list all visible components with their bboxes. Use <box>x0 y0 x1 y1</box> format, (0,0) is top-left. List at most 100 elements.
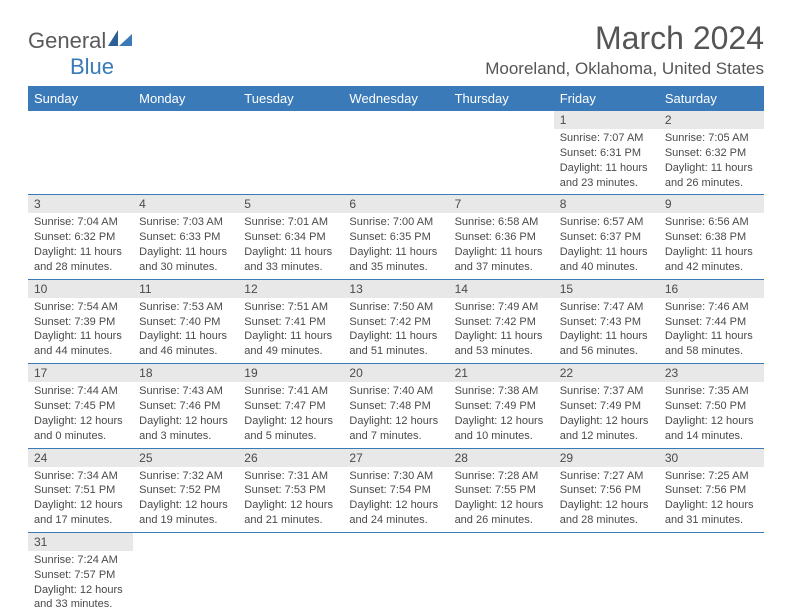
sunrise-text: Sunrise: 7:01 AM <box>244 215 337 230</box>
location-subtitle: Mooreland, Oklahoma, United States <box>485 59 764 79</box>
weekday-header: Thursday <box>449 86 554 111</box>
calendar-day-cell: 8Sunrise: 6:57 AMSunset: 6:37 PMDaylight… <box>554 195 659 279</box>
day-details: Sunrise: 7:40 AMSunset: 7:48 PMDaylight:… <box>343 382 448 447</box>
calendar-week-row: 17Sunrise: 7:44 AMSunset: 7:45 PMDayligh… <box>28 364 764 448</box>
day-number: 5 <box>238 195 343 213</box>
sunrise-text: Sunrise: 7:46 AM <box>665 300 758 315</box>
calendar-week-row: 10Sunrise: 7:54 AMSunset: 7:39 PMDayligh… <box>28 279 764 363</box>
title-block: March 2024 Mooreland, Oklahoma, United S… <box>485 20 764 79</box>
calendar-day-cell: 25Sunrise: 7:32 AMSunset: 7:52 PMDayligh… <box>133 448 238 532</box>
day-number: 2 <box>659 111 764 129</box>
sunrise-text: Sunrise: 7:34 AM <box>34 469 127 484</box>
day-details: Sunrise: 7:34 AMSunset: 7:51 PMDaylight:… <box>28 467 133 532</box>
daylight-text: Daylight: 12 hours and 5 minutes. <box>244 414 337 444</box>
sunrise-text: Sunrise: 7:50 AM <box>349 300 442 315</box>
sunset-text: Sunset: 6:35 PM <box>349 230 442 245</box>
day-details: Sunrise: 7:49 AMSunset: 7:42 PMDaylight:… <box>449 298 554 363</box>
day-details: Sunrise: 7:03 AMSunset: 6:33 PMDaylight:… <box>133 213 238 278</box>
day-number: 27 <box>343 449 448 467</box>
daylight-text: Daylight: 11 hours and 42 minutes. <box>665 245 758 275</box>
logo-sub: Blue <box>70 54 114 79</box>
sunrise-text: Sunrise: 7:00 AM <box>349 215 442 230</box>
calendar-day-cell: 17Sunrise: 7:44 AMSunset: 7:45 PMDayligh… <box>28 364 133 448</box>
day-details: Sunrise: 7:53 AMSunset: 7:40 PMDaylight:… <box>133 298 238 363</box>
day-number: 1 <box>554 111 659 129</box>
day-details: Sunrise: 6:56 AMSunset: 6:38 PMDaylight:… <box>659 213 764 278</box>
calendar-day-cell: 28Sunrise: 7:28 AMSunset: 7:55 PMDayligh… <box>449 448 554 532</box>
sunrise-text: Sunrise: 6:56 AM <box>665 215 758 230</box>
calendar-day-cell: 30Sunrise: 7:25 AMSunset: 7:56 PMDayligh… <box>659 448 764 532</box>
day-details: Sunrise: 6:57 AMSunset: 6:37 PMDaylight:… <box>554 213 659 278</box>
sunset-text: Sunset: 7:54 PM <box>349 483 442 498</box>
calendar-day-cell: 15Sunrise: 7:47 AMSunset: 7:43 PMDayligh… <box>554 279 659 363</box>
day-details: Sunrise: 7:28 AMSunset: 7:55 PMDaylight:… <box>449 467 554 532</box>
day-number: 31 <box>28 533 133 551</box>
calendar-empty-cell <box>28 111 133 195</box>
day-number: 15 <box>554 280 659 298</box>
sunset-text: Sunset: 7:57 PM <box>34 568 127 583</box>
daylight-text: Daylight: 11 hours and 58 minutes. <box>665 329 758 359</box>
day-number: 6 <box>343 195 448 213</box>
day-number: 29 <box>554 449 659 467</box>
sunset-text: Sunset: 6:33 PM <box>139 230 232 245</box>
calendar-week-row: 24Sunrise: 7:34 AMSunset: 7:51 PMDayligh… <box>28 448 764 532</box>
calendar-day-cell: 29Sunrise: 7:27 AMSunset: 7:56 PMDayligh… <box>554 448 659 532</box>
calendar-day-cell: 23Sunrise: 7:35 AMSunset: 7:50 PMDayligh… <box>659 364 764 448</box>
sunset-text: Sunset: 7:49 PM <box>455 399 548 414</box>
calendar-day-cell: 18Sunrise: 7:43 AMSunset: 7:46 PMDayligh… <box>133 364 238 448</box>
daylight-text: Daylight: 12 hours and 24 minutes. <box>349 498 442 528</box>
sunrise-text: Sunrise: 7:07 AM <box>560 131 653 146</box>
day-details: Sunrise: 7:31 AMSunset: 7:53 PMDaylight:… <box>238 467 343 532</box>
daylight-text: Daylight: 12 hours and 7 minutes. <box>349 414 442 444</box>
weekday-header: Monday <box>133 86 238 111</box>
day-number: 20 <box>343 364 448 382</box>
sunset-text: Sunset: 7:49 PM <box>560 399 653 414</box>
day-number: 23 <box>659 364 764 382</box>
sunrise-text: Sunrise: 7:51 AM <box>244 300 337 315</box>
daylight-text: Daylight: 11 hours and 30 minutes. <box>139 245 232 275</box>
daylight-text: Daylight: 12 hours and 28 minutes. <box>560 498 653 528</box>
day-number: 18 <box>133 364 238 382</box>
sunset-text: Sunset: 7:48 PM <box>349 399 442 414</box>
day-details: Sunrise: 7:24 AMSunset: 7:57 PMDaylight:… <box>28 551 133 616</box>
calendar-day-cell: 14Sunrise: 7:49 AMSunset: 7:42 PMDayligh… <box>449 279 554 363</box>
calendar-day-cell: 22Sunrise: 7:37 AMSunset: 7:49 PMDayligh… <box>554 364 659 448</box>
calendar-day-cell: 5Sunrise: 7:01 AMSunset: 6:34 PMDaylight… <box>238 195 343 279</box>
day-number: 19 <box>238 364 343 382</box>
sunrise-text: Sunrise: 7:05 AM <box>665 131 758 146</box>
sunset-text: Sunset: 7:56 PM <box>665 483 758 498</box>
weekday-header: Friday <box>554 86 659 111</box>
calendar-day-cell: 26Sunrise: 7:31 AMSunset: 7:53 PMDayligh… <box>238 448 343 532</box>
sunset-text: Sunset: 7:47 PM <box>244 399 337 414</box>
sunrise-text: Sunrise: 7:24 AM <box>34 553 127 568</box>
day-number: 12 <box>238 280 343 298</box>
day-details: Sunrise: 7:00 AMSunset: 6:35 PMDaylight:… <box>343 213 448 278</box>
day-number: 17 <box>28 364 133 382</box>
sunrise-text: Sunrise: 7:32 AM <box>139 469 232 484</box>
calendar-table: SundayMondayTuesdayWednesdayThursdayFrid… <box>28 86 764 616</box>
daylight-text: Daylight: 12 hours and 3 minutes. <box>139 414 232 444</box>
day-number: 4 <box>133 195 238 213</box>
sunrise-text: Sunrise: 7:40 AM <box>349 384 442 399</box>
calendar-week-row: 3Sunrise: 7:04 AMSunset: 6:32 PMDaylight… <box>28 195 764 279</box>
day-details: Sunrise: 7:44 AMSunset: 7:45 PMDaylight:… <box>28 382 133 447</box>
day-details: Sunrise: 7:01 AMSunset: 6:34 PMDaylight:… <box>238 213 343 278</box>
calendar-empty-cell <box>449 532 554 616</box>
calendar-day-cell: 3Sunrise: 7:04 AMSunset: 6:32 PMDaylight… <box>28 195 133 279</box>
daylight-text: Daylight: 11 hours and 46 minutes. <box>139 329 232 359</box>
sunset-text: Sunset: 7:51 PM <box>34 483 127 498</box>
day-details: Sunrise: 7:30 AMSunset: 7:54 PMDaylight:… <box>343 467 448 532</box>
sunrise-text: Sunrise: 7:31 AM <box>244 469 337 484</box>
sunset-text: Sunset: 6:31 PM <box>560 146 653 161</box>
day-details: Sunrise: 7:47 AMSunset: 7:43 PMDaylight:… <box>554 298 659 363</box>
calendar-week-row: 31Sunrise: 7:24 AMSunset: 7:57 PMDayligh… <box>28 532 764 616</box>
sunset-text: Sunset: 6:38 PM <box>665 230 758 245</box>
sunrise-text: Sunrise: 7:04 AM <box>34 215 127 230</box>
calendar-empty-cell <box>343 111 448 195</box>
calendar-day-cell: 16Sunrise: 7:46 AMSunset: 7:44 PMDayligh… <box>659 279 764 363</box>
sunset-text: Sunset: 7:50 PM <box>665 399 758 414</box>
day-number: 28 <box>449 449 554 467</box>
sunrise-text: Sunrise: 7:30 AM <box>349 469 442 484</box>
day-details: Sunrise: 7:04 AMSunset: 6:32 PMDaylight:… <box>28 213 133 278</box>
weekday-header: Tuesday <box>238 86 343 111</box>
